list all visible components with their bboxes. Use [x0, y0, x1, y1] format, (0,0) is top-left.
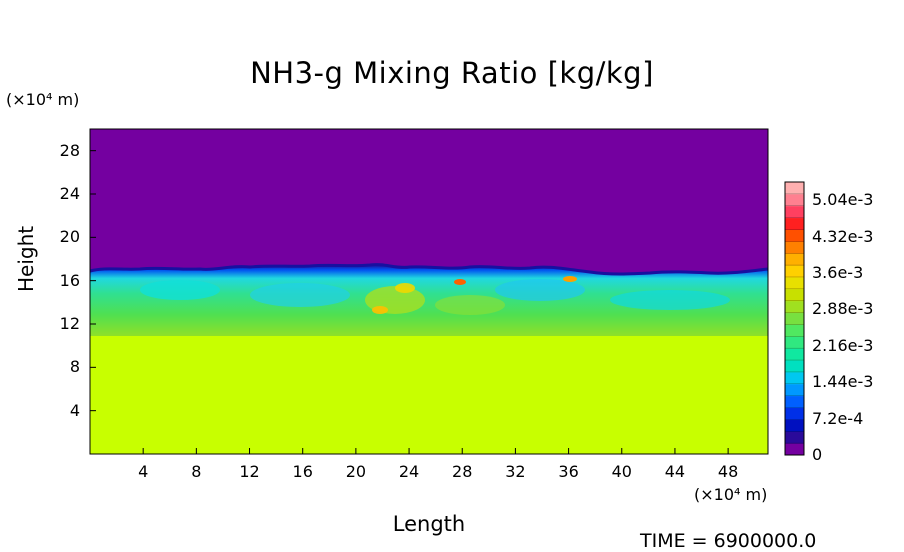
colorbar-segment [785, 229, 804, 242]
x-tick-label: 12 [239, 462, 260, 481]
region-lower [90, 330, 768, 454]
colorbar-segment [785, 431, 804, 444]
colorbar-segment [785, 253, 804, 266]
axis-ticks [90, 150, 729, 454]
x-tick-label: 4 [138, 462, 149, 481]
colorbar-segment [785, 407, 804, 420]
plot-area [89, 128, 769, 455]
x-tick-label: 28 [452, 462, 473, 481]
colorbar-segment [785, 336, 804, 349]
colorbar-segment [785, 383, 804, 397]
colorbar-segment [785, 348, 804, 361]
hot-patch [563, 276, 577, 282]
x-tick-label: 20 [345, 462, 367, 481]
region-upper [90, 129, 768, 274]
hot-patch [454, 279, 466, 285]
colorbar-segment [785, 312, 804, 325]
colorbar-segment [785, 265, 804, 278]
x-axis-label: Length [392, 512, 466, 536]
colorbar-segment [785, 193, 804, 207]
colorbar-segment [785, 419, 804, 432]
x-tick-label: 16 [292, 462, 313, 481]
plot-frame [89, 128, 769, 455]
eddy [250, 283, 350, 307]
x-axis-unit: (×10⁴ m) [694, 485, 768, 504]
x-tick-label: 44 [664, 462, 686, 481]
hot-patch [372, 306, 388, 314]
y-tick-label: 24 [59, 184, 80, 203]
colorbar-label: 1.44e-3 [812, 372, 874, 392]
colorbar-segment [785, 395, 804, 409]
x-tick-label: 48 [717, 462, 739, 481]
y-axis-unit: (×10⁴ m) [6, 90, 80, 109]
colorbar-segment [785, 182, 804, 195]
y-tick-label: 4 [69, 400, 80, 420]
colorbar [784, 181, 805, 456]
colorbar-segment [785, 276, 804, 290]
colorbar-segment [785, 288, 804, 302]
x-tick-label: 40 [611, 462, 632, 481]
eddy [495, 279, 585, 301]
hot-patch [395, 283, 415, 293]
colorbar-frame [784, 181, 805, 456]
hot-patch [435, 295, 505, 315]
x-tick-label: 24 [398, 462, 420, 481]
colorbar-segment [785, 371, 804, 385]
colorbar-label: 7.2e-4 [812, 408, 864, 428]
colorbar-segment [785, 443, 804, 456]
x-tick-label: 8 [191, 462, 202, 481]
colorbar-label: 5.04e-3 [812, 190, 874, 210]
region-mixing-layer [90, 265, 768, 336]
colorbar-segment [785, 241, 804, 254]
colorbar-segment [785, 324, 804, 337]
colorbar-label: 2.16e-3 [812, 335, 874, 355]
colorbar-label: 2.88e-3 [812, 299, 874, 319]
colorbar-segment [785, 217, 804, 230]
y-tick-label: 28 [59, 140, 80, 160]
fringe [89, 263, 769, 276]
colorbar-segment [785, 205, 804, 219]
y-tick-label: 8 [69, 357, 80, 377]
eddy [610, 290, 730, 310]
chart-title: NH3-g Mixing Ratio [kg/kg] [250, 56, 654, 90]
x-tick-label: 32 [505, 462, 526, 481]
colorbar-label: 0 [812, 445, 823, 464]
x-tick-label: 36 [558, 462, 579, 481]
y-tick-label: 12 [59, 314, 80, 333]
time-annotation: TIME = 6900000.0 [640, 530, 817, 552]
colorbar-segment [785, 360, 804, 373]
y-tick-label: 16 [59, 270, 80, 290]
colorbar-label: 3.6e-3 [812, 263, 864, 282]
y-tick-label: 20 [59, 227, 80, 247]
colorbar-segment [785, 300, 804, 314]
eddy [140, 280, 220, 300]
colorbar-label: 4.32e-3 [812, 226, 874, 246]
